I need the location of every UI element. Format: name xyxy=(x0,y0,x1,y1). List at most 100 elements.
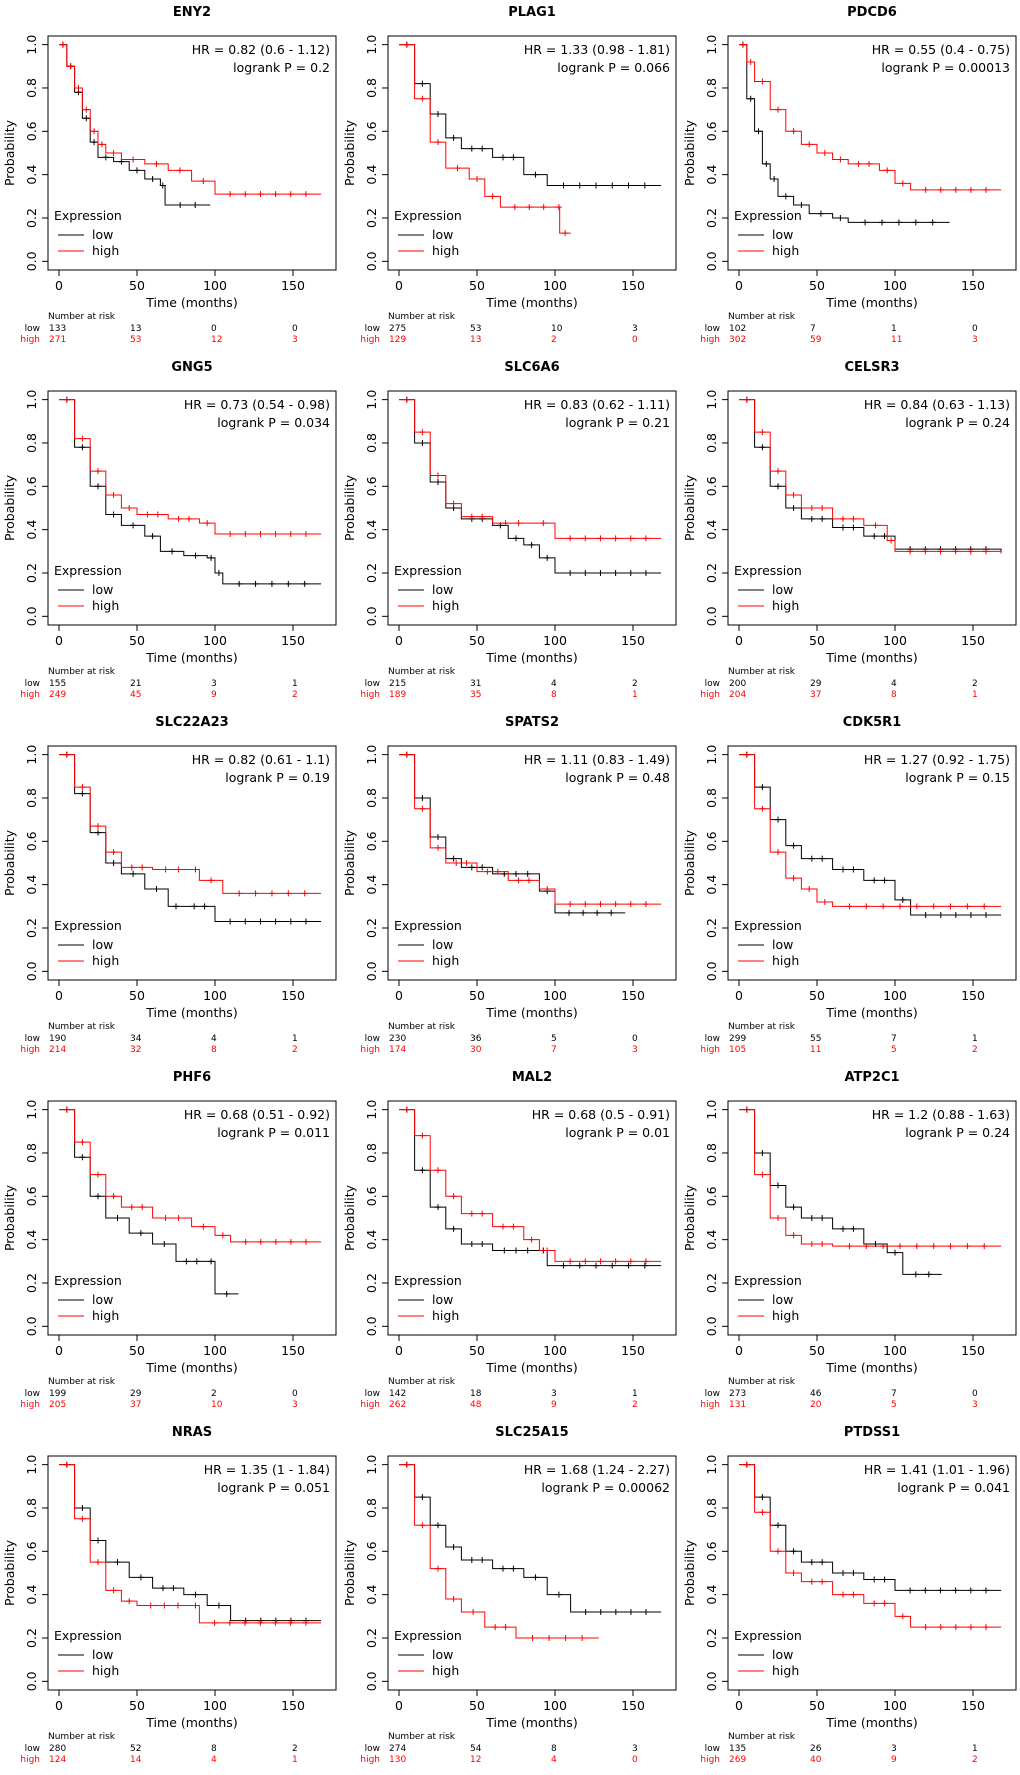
y-tick-label: 0.4 xyxy=(704,165,719,185)
censor-mark-low xyxy=(479,864,486,871)
x-axis-label: Time (months) xyxy=(485,1005,577,1020)
censor-mark-low xyxy=(790,1204,797,1211)
logrank-p: logrank P = 0.24 xyxy=(905,1125,1010,1140)
censor-mark-low xyxy=(627,569,634,576)
y-tick-label: 1.0 xyxy=(704,390,719,410)
x-tick-label: 0 xyxy=(395,1698,403,1713)
censor-mark-low xyxy=(840,1225,846,1232)
logrank-p: logrank P = 0.041 xyxy=(897,1480,1010,1495)
risk-count-low: 0 xyxy=(211,324,217,334)
risk-count-high: 3 xyxy=(292,1400,298,1410)
x-tick-label: 0 xyxy=(55,633,63,648)
risk-count-high: 14 xyxy=(130,1755,142,1765)
censor-mark-high xyxy=(79,1139,86,1146)
censor-mark-high xyxy=(511,204,518,211)
plot-frame xyxy=(387,1455,677,1691)
y-tick-label: 0.0 xyxy=(704,251,719,271)
y-tick-label: 0.4 xyxy=(704,1585,719,1605)
censor-mark-low xyxy=(159,182,166,189)
censor-mark-high xyxy=(484,868,491,875)
risk-count-low: 4 xyxy=(891,679,897,689)
risk-count-low: 142 xyxy=(389,1389,406,1399)
risk-table-title: Number at risk xyxy=(48,1377,116,1387)
risk-count-high: 53 xyxy=(130,335,141,345)
censor-mark-low xyxy=(819,1559,826,1566)
censor-mark-high xyxy=(821,898,828,905)
risk-count-low: 299 xyxy=(729,1034,746,1044)
censor-mark-low xyxy=(808,1559,815,1566)
censor-mark-low xyxy=(192,1591,199,1598)
censor-mark-low xyxy=(268,580,275,587)
censor-mark-low xyxy=(597,1608,604,1615)
legend-label-high: high xyxy=(92,953,119,968)
risk-count-high: 4 xyxy=(551,1755,557,1765)
x-tick-label: 100 xyxy=(883,633,907,648)
y-tick-label: 0.2 xyxy=(24,208,39,228)
censor-mark-low xyxy=(257,918,264,925)
y-tick-label: 1.0 xyxy=(364,745,379,765)
censor-mark-high xyxy=(154,511,161,518)
censor-mark-low xyxy=(790,842,797,849)
y-tick-label: 1.0 xyxy=(704,1455,719,1475)
y-tick-label: 1.0 xyxy=(704,35,719,55)
censor-mark-low xyxy=(925,1271,932,1278)
x-tick-label: 150 xyxy=(961,633,985,648)
censor-mark-high xyxy=(819,1578,826,1585)
y-tick-label: 1.0 xyxy=(24,35,39,55)
censor-mark-low xyxy=(862,219,869,226)
censor-mark-high xyxy=(562,1634,569,1641)
censor-mark-high xyxy=(453,859,460,866)
censor-mark-low xyxy=(137,1230,144,1237)
risk-count-high: 35 xyxy=(470,690,481,700)
panel-title: ENY2 xyxy=(173,5,211,20)
censor-mark-low xyxy=(208,1258,215,1265)
risk-table-title: Number at risk xyxy=(728,1022,796,1032)
y-tick-label: 0.4 xyxy=(704,1230,719,1250)
risk-count-low: 135 xyxy=(729,1744,746,1754)
censor-mark-low xyxy=(302,918,309,925)
censor-mark-low xyxy=(450,134,457,141)
censor-mark-low xyxy=(759,1149,766,1156)
censor-mark-low xyxy=(208,554,215,561)
x-tick-label: 150 xyxy=(281,633,305,648)
censor-mark-high xyxy=(67,63,74,70)
x-axis-label: Time (months) xyxy=(145,1360,237,1375)
censor-mark-low xyxy=(83,115,90,122)
censor-mark-low xyxy=(899,896,906,903)
censor-mark-high xyxy=(562,230,569,237)
y-axis-label: Probability xyxy=(342,119,357,186)
x-tick-label: 100 xyxy=(543,988,567,1003)
risk-row-label-low: low xyxy=(705,1744,720,1754)
risk-count-high: 40 xyxy=(810,1755,822,1765)
censor-mark-high xyxy=(130,156,137,163)
plot-frame xyxy=(47,1455,337,1691)
censor-mark-high xyxy=(91,128,98,135)
censor-mark-high xyxy=(403,41,410,48)
legend-label-high: high xyxy=(92,1308,119,1323)
censor-mark-high xyxy=(840,515,846,522)
risk-count-high: 174 xyxy=(389,1045,406,1055)
censor-mark-high xyxy=(528,1236,535,1243)
censor-mark-high xyxy=(126,504,133,511)
censor-mark-high xyxy=(775,1548,781,1555)
censor-mark-low xyxy=(819,515,826,522)
censor-mark-high xyxy=(450,500,457,507)
censor-mark-low xyxy=(850,1569,857,1576)
censor-mark-high xyxy=(174,1602,181,1609)
censor-mark-high xyxy=(63,751,70,758)
x-tick-label: 50 xyxy=(129,988,145,1003)
risk-count-low: 274 xyxy=(389,1744,406,1754)
legend-label-low: low xyxy=(432,227,453,242)
risk-row-label-low: low xyxy=(365,1744,380,1754)
y-tick-label: 0.0 xyxy=(364,606,379,626)
risk-count-high: 249 xyxy=(49,690,66,700)
x-tick-label: 0 xyxy=(55,278,63,293)
censor-mark-high xyxy=(79,784,86,791)
y-axis-label: Probability xyxy=(682,119,697,186)
y-axis-label: Probability xyxy=(342,829,357,896)
y-tick-label: 0.8 xyxy=(704,78,719,98)
x-tick-label: 50 xyxy=(129,278,145,293)
censor-mark-low xyxy=(173,903,179,910)
y-tick-label: 0.8 xyxy=(24,1498,39,1518)
